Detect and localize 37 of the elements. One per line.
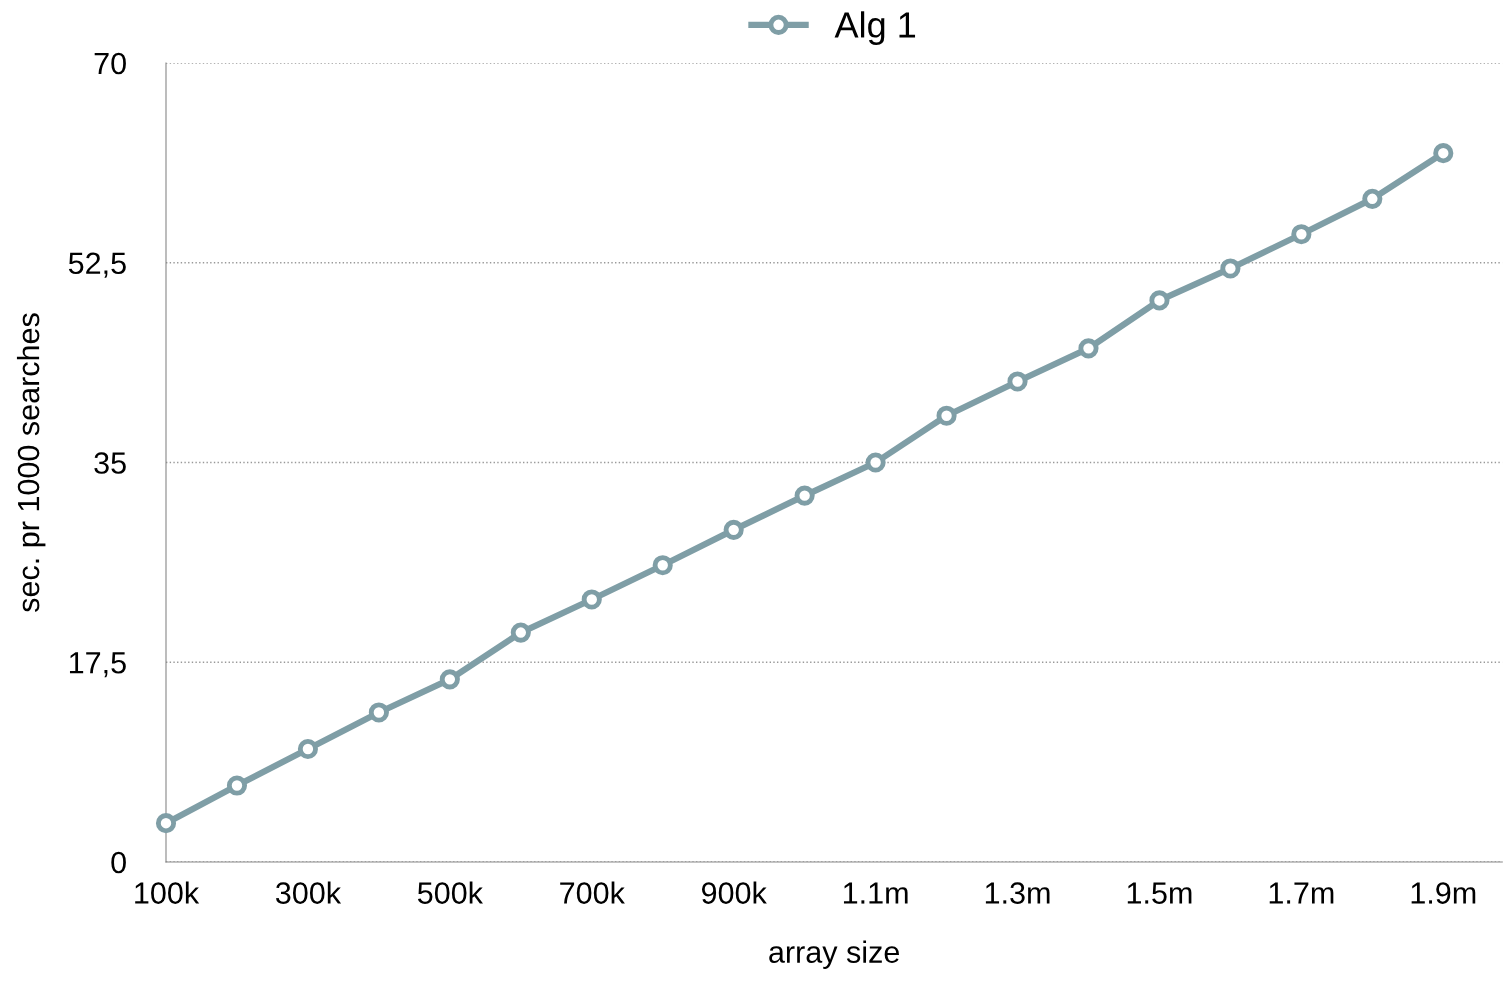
y-axis-title: sec. pr 1000 searches (16, 313, 46, 612)
x-tick-label: 500k (417, 881, 484, 904)
point (794, 485, 815, 506)
point (1078, 338, 1099, 359)
point (226, 775, 248, 796)
y-tick-label: 0 (111, 851, 126, 874)
point (510, 622, 531, 643)
y-tick-label: 35 (94, 452, 126, 474)
point (1149, 290, 1170, 311)
x-tick-label: 1.3m (985, 882, 1050, 904)
x-axis-title: array size (769, 940, 899, 969)
point (1433, 143, 1454, 164)
point (368, 702, 389, 723)
x-tick-label: 300k (275, 881, 342, 904)
point (1291, 224, 1312, 245)
point (439, 669, 460, 690)
x-tick-label: 100k (135, 881, 200, 904)
point (581, 589, 602, 610)
point (723, 519, 744, 540)
y-tick-label: 17,5 (69, 652, 126, 678)
y-tick-label: 70 (94, 52, 126, 75)
x-tick-label: 700k (560, 881, 625, 904)
x-tick-label: 1.7m (1269, 882, 1334, 904)
x-tick-label: 900k (701, 881, 767, 904)
point (865, 452, 886, 473)
point (1362, 188, 1383, 209)
point (155, 813, 177, 834)
point (1007, 371, 1028, 392)
legend-label: Alg 1 (834, 11, 916, 45)
y-tick-label: 52,5 (68, 252, 126, 278)
x-tick-label: 1.1m (843, 882, 908, 904)
point (936, 405, 957, 426)
x-tick-label: 1.5m (1127, 882, 1192, 904)
point (652, 555, 673, 576)
point (297, 738, 318, 760)
x-tick-label: 1.9m (1411, 882, 1476, 904)
point (1220, 258, 1241, 279)
